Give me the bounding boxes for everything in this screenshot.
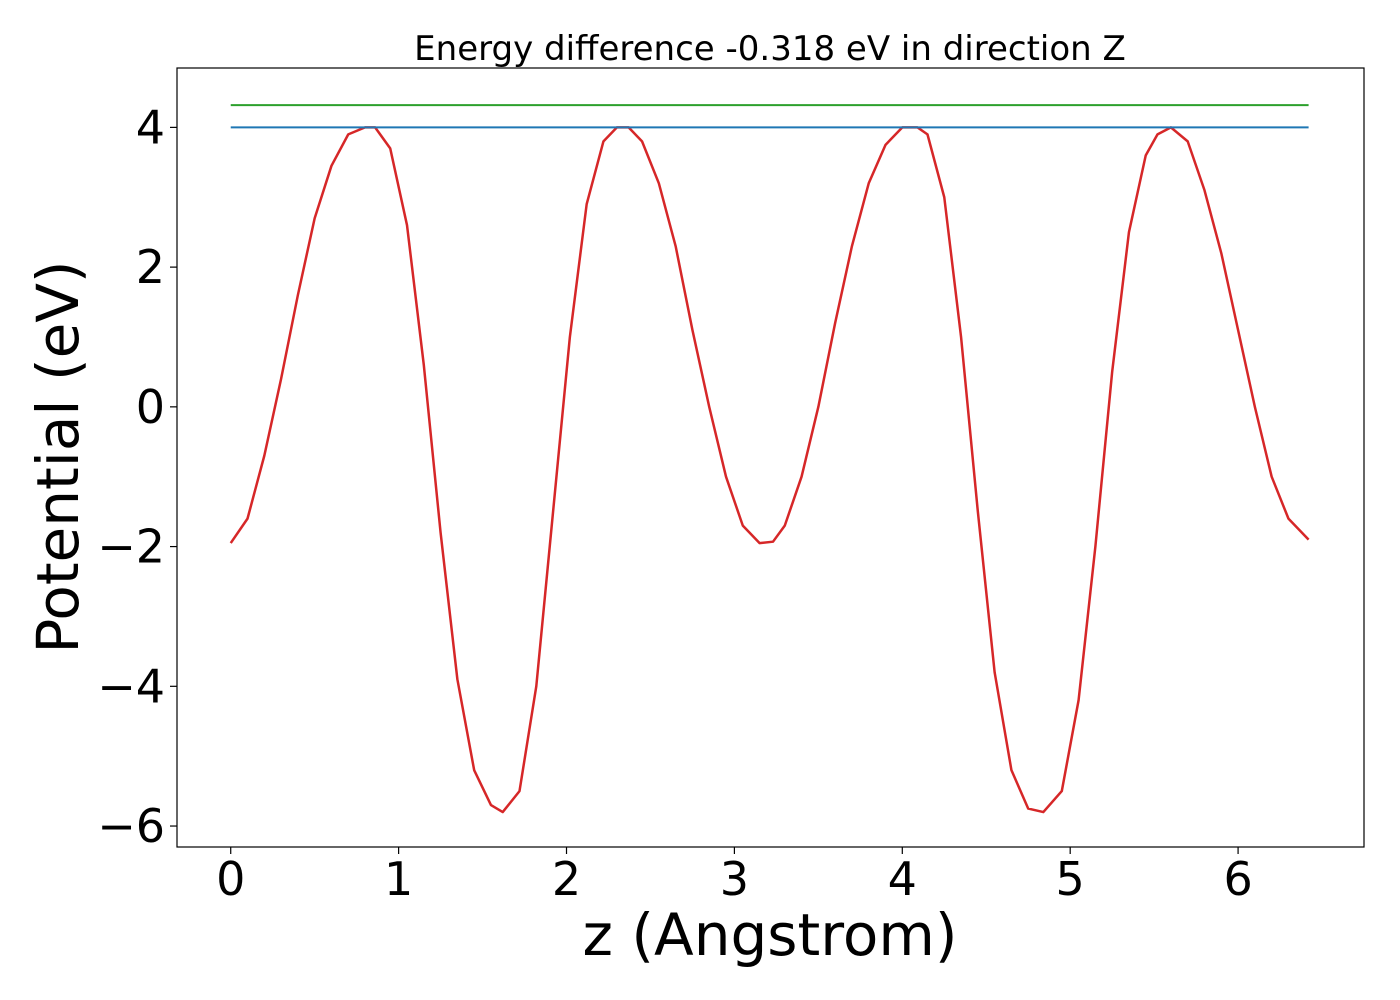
series-line-0 (229, 126, 1310, 814)
x-tick-label: 1 (384, 852, 413, 906)
chart-title: Energy difference -0.318 eV in direction… (414, 29, 1126, 69)
x-tick-label: 0 (216, 852, 245, 906)
x-axis-title: z (Angstrom) (583, 901, 958, 969)
plot-area (229, 104, 1310, 814)
y-tick-label: 4 (136, 100, 165, 154)
x-tick-label: 3 (720, 852, 749, 906)
y-tick-label: −4 (97, 659, 165, 713)
x-tick-label: 6 (1223, 852, 1252, 906)
y-tick-label: 0 (136, 380, 165, 434)
y-axis-title: Potential (eV) (24, 260, 92, 653)
x-tick-label: 4 (888, 852, 917, 906)
x-axis: 0 1 2 3 4 5 6 (216, 847, 1253, 906)
x-tick-label: 5 (1056, 852, 1085, 906)
y-tick-label: −2 (97, 520, 165, 574)
y-tick-label: −6 (97, 799, 165, 853)
y-axis: −6 −4 −2 0 2 4 (97, 100, 177, 853)
y-tick-label: 2 (136, 240, 165, 294)
x-tick-label: 2 (552, 852, 581, 906)
plot-frame (176, 67, 1365, 848)
